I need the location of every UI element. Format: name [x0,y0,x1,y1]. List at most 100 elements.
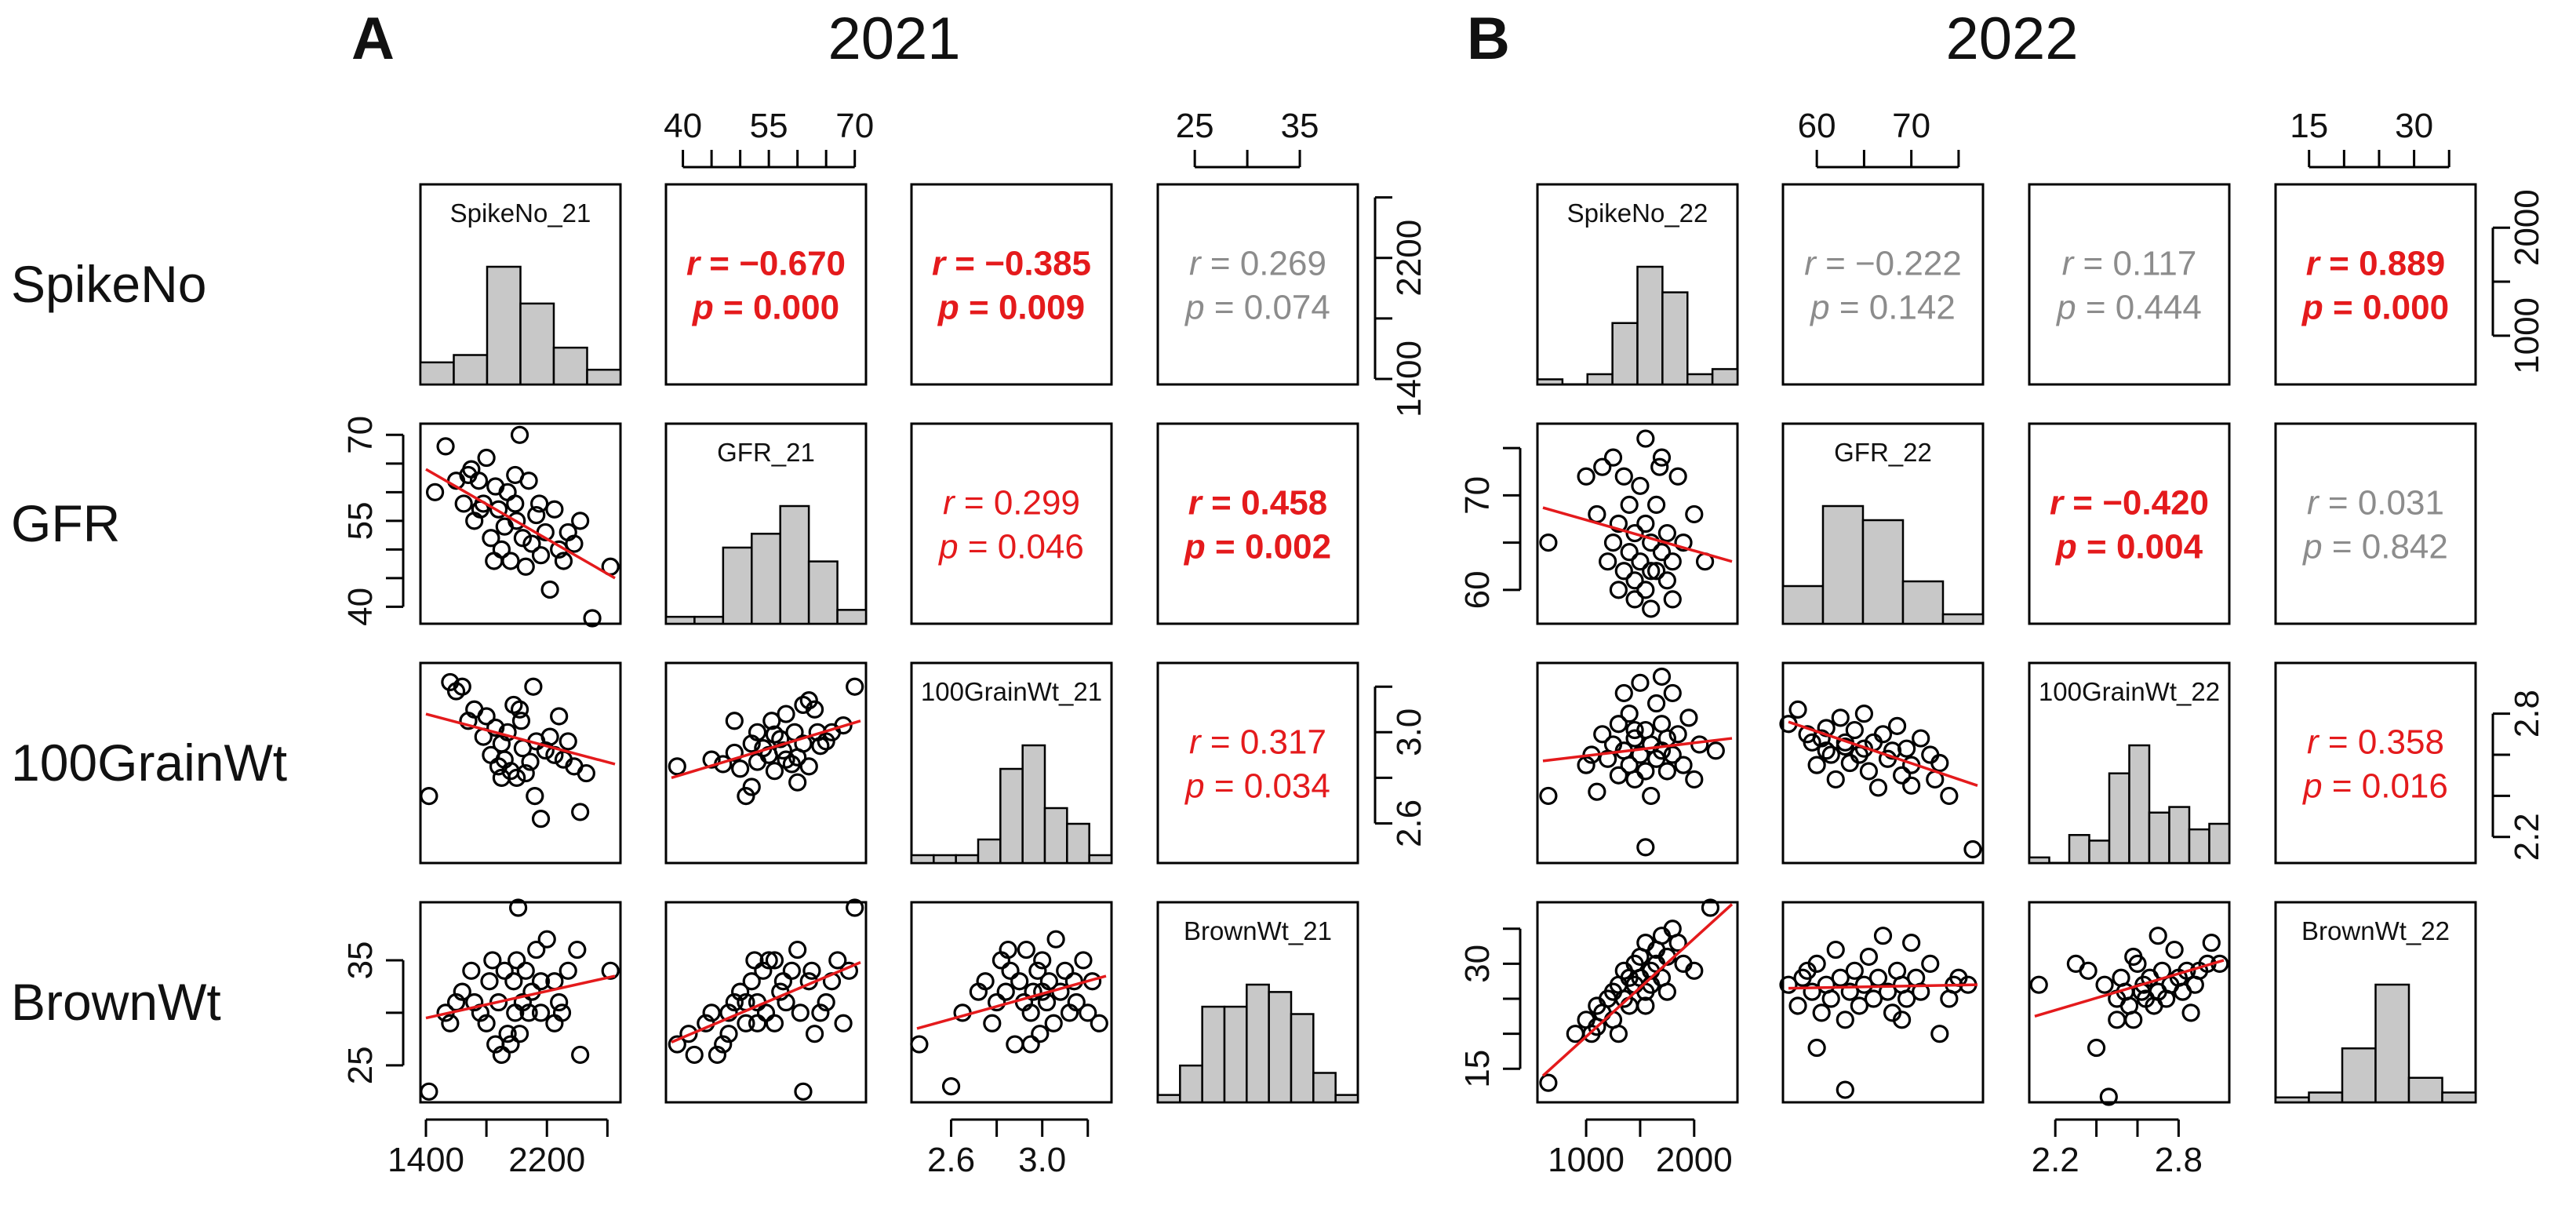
scatter-point-b-2-0-19 [1642,786,1661,806]
scatter-point-a-3-0-6 [465,992,484,1012]
hist-bar-b-3-0 [2274,1096,2310,1104]
hist-bar-a-1-2 [722,546,753,625]
scatter-point-a-2-1-3 [725,743,744,763]
panel-frame-b-1-0 [1536,422,1739,625]
tick-label-a-x2-0: 2.6 [927,1141,975,1179]
scatter-point-b-1-0-34 [1625,571,1644,590]
scatter-point-a-3-0-10 [483,951,502,970]
scatter-point-b-2-0-11 [1620,705,1639,723]
scatter-point-b-2-0-34 [1636,838,1655,857]
row-label-brownwt: BrownWt [11,973,221,1031]
scatter-point-b-2-0-35 [1625,720,1644,740]
row-label-100grainwt: 100GrainWt [11,734,287,792]
scatter-point-b-1-0-13 [1625,523,1644,543]
tick-label-a-x1-6: 70 [835,107,874,145]
hist-bar-a-0-1 [453,354,489,386]
tick-label-a-y0-0: 1400 [1390,341,1428,417]
panel-letter-a: A [351,5,395,72]
hist-bar-a-2-4 [999,767,1024,865]
scatter-point-a-2-1-9 [762,712,781,730]
scatter-point-a-3-0-37 [545,1014,564,1032]
scatter-point-a-2-0-35 [510,700,529,719]
hist-bar-b-0-6 [1686,373,1714,386]
scatter-point-b-2-0-30 [1679,708,1698,727]
scatter-point-b-2-1-17 [1868,778,1888,797]
hist-bar-b-2-2 [2068,834,2090,865]
scatter-point-b-3-0-34 [1609,1025,1628,1043]
scatter-point-b-2-1-21 [1887,716,1907,735]
year-title-2021: 2021 [828,5,960,72]
scatter-point-a-3-0-19 [509,898,528,917]
regression-line-b-3-2 [2034,959,2225,1018]
scatter-point-b-2-1-22 [1893,766,1912,785]
scatter-point-b-2-0-17 [1636,762,1655,781]
corr-p-b-0-3: p = 0.000 [2301,289,2449,327]
scatter-point-b-1-0-14 [1631,476,1650,495]
scatter-matrix-2022: SpikeNo_22 GFR_22 100GrainWt_22 BrownWt_22 r… [1458,107,2546,1179]
scatter-point-a-3-0-18 [508,951,526,970]
hist-bar-a-1-3 [751,533,781,625]
scatter-point-a-1-0-0 [425,483,445,501]
scatter-point-a-3-1-16 [759,951,778,970]
tick-label-a-x0-2: 2200 [508,1141,585,1179]
scatter-point-a-2-1-12 [773,741,793,760]
regression-line-b-3-1 [1788,983,1978,990]
scatter-point-b-3-2-0 [2029,975,2048,994]
scatter-point-b-2-0-0 [1539,786,1558,806]
tick-label-b-y1-2: 70 [1458,476,1497,515]
corr-p-a-2-3: p = 0.034 [1184,767,1330,806]
hist-bar-a-3-7 [1312,1072,1337,1104]
tick-label-a-y1-0: 40 [341,588,380,626]
scatter-point-b-2-1-30 [1963,839,1982,859]
scatter-point-a-2-1-25 [846,677,864,696]
scatter-point-b-3-2-3 [2087,1038,2106,1058]
scatter-point-a-2-0-32 [577,763,595,783]
scatter-point-b-3-0-35 [1588,1018,1606,1036]
scatter-point-a-2-1-31 [765,725,784,744]
scatter-matrix-2021: SpikeNo_21 GFR_21 100GrainWt_21 BrownWt_21 r… [341,107,1428,1179]
scatter-point-b-3-1-35 [1807,1038,1826,1058]
scatter-point-a-3-2-10 [1006,1035,1024,1054]
scatter-point-b-1-0-35 [1642,562,1661,581]
hist-title-b-1: GFR_22 [1834,438,1932,467]
scatter-point-b-2-0-14 [1631,745,1650,764]
hist-bar-a-2-1 [933,854,957,865]
corr-p-b-0-1: p = 0.142 [1809,289,1956,327]
hist-bar-a-1-6 [836,609,868,625]
scatter-point-a-3-1-14 [754,961,773,980]
hist-bar-a-3-2 [1201,1005,1226,1104]
panel-frame-b-0-2 [2028,183,2231,386]
regression-line-a-2-1 [671,719,861,780]
scatter-point-a-3-0-5 [462,961,481,980]
scatter-point-a-1-0-37 [485,552,504,570]
scatter-point-a-1-0-22 [522,534,541,553]
scatter-point-a-3-2-18 [1033,951,1052,970]
scatter-point-a-2-1-34 [725,712,744,730]
scatter-point-b-2-0-24 [1657,762,1676,781]
scatter-point-b-3-2-25 [2181,1003,2200,1022]
scatter-point-a-3-2-22 [1046,930,1065,949]
scatter-point-b-3-1-5 [1807,954,1826,974]
scatter-point-b-2-1-33 [1902,776,1921,795]
scatter-point-a-2-0-20 [521,752,540,771]
scatter-point-b-2-0-15 [1631,673,1650,692]
scatter-point-a-3-1-34 [846,898,864,917]
tick-label-b-y0-2: 2000 [2508,189,2546,266]
corr-r-b-0-1: r = −0.222 [1804,245,1962,283]
scatter-point-a-3-1-19 [773,972,793,991]
scatter-point-b-3-1-17 [1864,989,1883,1008]
scatter-point-a-2-0-31 [571,803,590,821]
corr-p-a-0-3: p = 0.074 [1184,289,1330,327]
hist-bar-a-1-0 [664,615,696,625]
scatter-point-a-3-0-25 [527,940,546,960]
year-title-2022: 2022 [1945,5,2078,72]
tick-label-a-x3-2: 35 [1281,107,1319,145]
hist-bar-a-0-5 [586,369,622,386]
scatter-point-b-1-0-27 [1663,552,1682,571]
scatter-point-b-2-1-4 [1807,756,1826,774]
panel-frame-a-0-2 [910,183,1113,386]
tick-label-b-x1-0: 60 [1798,107,1836,145]
regression-line-a-3-1 [671,961,861,1043]
scatter-point-a-1-0-3 [454,494,473,513]
